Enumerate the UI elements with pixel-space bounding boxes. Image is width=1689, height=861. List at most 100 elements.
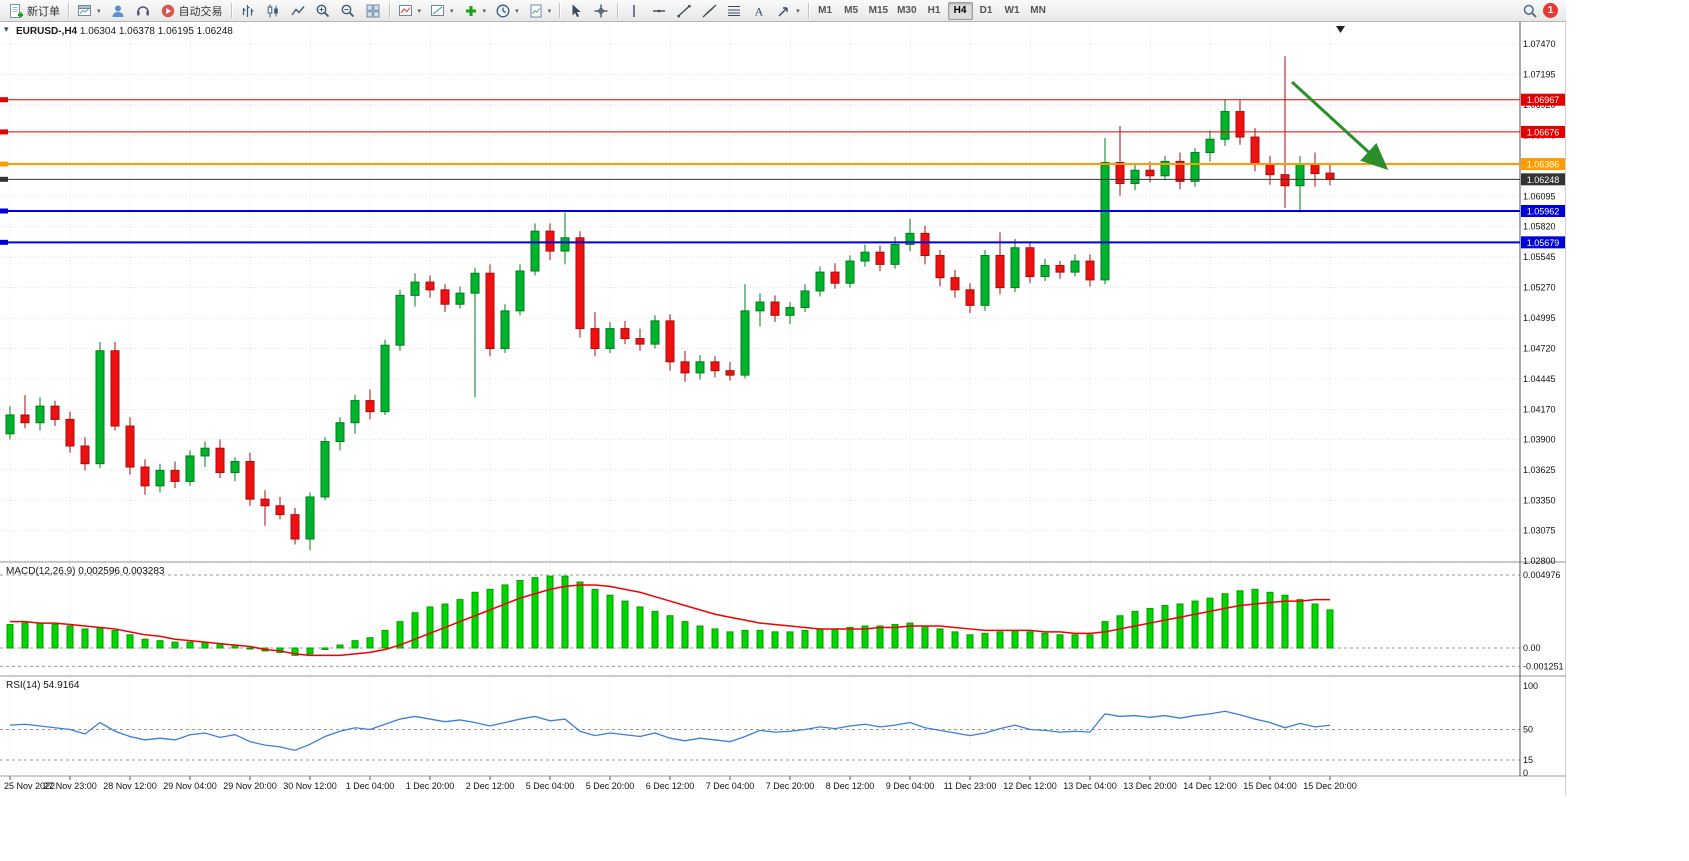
dropdown-caret-icon: ▾ <box>796 7 800 15</box>
timeframe-button-d1[interactable]: D1 <box>979 4 993 16</box>
bar-chart-button[interactable] <box>236 1 260 21</box>
timeframe-button-h1[interactable]: H1 <box>927 4 941 16</box>
timeframe-button-mn[interactable]: MN <box>1030 4 1046 16</box>
text-icon: A <box>751 3 767 19</box>
headset-icon <box>135 3 151 19</box>
bar-chart-icon <box>240 3 256 19</box>
objects-button[interactable]: ▾ <box>426 1 458 21</box>
horizontal-line-tool-button[interactable] <box>647 1 671 21</box>
indicators-button[interactable]: ▾ <box>394 1 426 21</box>
cursor-tool-button[interactable] <box>564 1 588 21</box>
vertical-line-tool-button[interactable] <box>622 1 646 21</box>
objects-icon <box>430 3 446 19</box>
svg-text:1.04170: 1.04170 <box>1523 404 1556 414</box>
candlestick-chart-button[interactable] <box>261 1 285 21</box>
svg-text:1.06676: 1.06676 <box>1527 127 1560 137</box>
svg-text:A: A <box>755 4 764 18</box>
new-chart-icon <box>77 3 93 19</box>
svg-text:1.06095: 1.06095 <box>1523 191 1556 201</box>
svg-text:15: 15 <box>1523 755 1533 765</box>
search-button[interactable] <box>1518 1 1542 21</box>
levels-layer[interactable] <box>0 97 1520 245</box>
time-axis-label: 30 Nov 12:00 <box>283 781 337 791</box>
horizontal-line-icon <box>651 3 667 19</box>
indicators-icon <box>398 3 414 19</box>
candlestick-chart-icon <box>265 3 281 19</box>
market-watch-button[interactable] <box>106 1 130 21</box>
annotation-layer[interactable] <box>1290 26 1389 171</box>
svg-text:1.04720: 1.04720 <box>1523 344 1556 354</box>
new-order-label: 新订单 <box>27 5 60 18</box>
template-icon <box>528 3 544 19</box>
time-axis-label: 13 Dec 20:00 <box>1123 781 1177 791</box>
market-watch-icon <box>110 3 126 19</box>
zoom-out-button[interactable] <box>336 1 360 21</box>
svg-text:1.05820: 1.05820 <box>1523 222 1556 232</box>
timeframes-menu-button[interactable]: ▾ <box>491 1 523 21</box>
time-axis-label: 6 Dec 12:00 <box>645 781 695 791</box>
add-indicator-button[interactable]: ▾ <box>459 1 491 21</box>
shapes-tool-button[interactable]: ▾ <box>772 1 804 21</box>
arrow-objects-icon <box>776 3 792 19</box>
timeframe-button-m15[interactable]: M15 <box>868 4 889 16</box>
toolbar-separator <box>68 3 69 18</box>
tile-windows-button[interactable] <box>361 1 385 21</box>
time-axis-label: 12 Dec 12:00 <box>1003 781 1057 791</box>
chart-window: 1.074701.071951.069201.066451.063701.060… <box>0 22 1566 795</box>
rsi-name: RSI(14) <box>6 680 41 691</box>
timeframe-button-w1[interactable]: W1 <box>1004 4 1020 16</box>
time-axis-label: 15 Dec 20:00 <box>1303 781 1357 791</box>
fibonacci-tool-button[interactable] <box>722 1 746 21</box>
time-axis-label: 7 Dec 20:00 <box>765 781 815 791</box>
macd-signal-value: 0.003283 <box>122 566 165 577</box>
svg-text:-0.001251: -0.001251 <box>1523 661 1564 671</box>
trendline-icon <box>676 3 692 19</box>
templates-button[interactable]: ▾ <box>524 1 556 21</box>
svg-text:1.06248: 1.06248 <box>1527 175 1560 185</box>
price-tags-layer: 1.06967 1.06676 1.06386 1.06248 1.05962 1.056… <box>1521 93 1565 249</box>
timeframe-button-m5[interactable]: M5 <box>844 4 859 16</box>
svg-text:1.05545: 1.05545 <box>1523 252 1556 262</box>
trendline-tool-button[interactable] <box>672 1 696 21</box>
new-chart-button[interactable]: ▾ <box>73 1 105 21</box>
one-click-trading-toggle-icon[interactable]: ▾ <box>4 24 9 34</box>
notification-badge[interactable]: 1 <box>1543 3 1558 18</box>
cursor-icon <box>568 3 584 19</box>
text-tool-button[interactable]: A <box>747 1 771 21</box>
price-chart-canvas[interactable]: 1.074701.071951.069201.066451.063701.060… <box>0 22 1566 795</box>
candles-layer <box>5 56 1335 551</box>
svg-text:50: 50 <box>1523 725 1533 735</box>
time-axis-label: 29 Nov 20:00 <box>223 781 277 791</box>
axis-labels-layer: 1.074701.071951.069201.066451.063701.060… <box>1523 39 1564 778</box>
timeframe-button-m1[interactable]: M1 <box>818 4 833 16</box>
algo-trading-button[interactable]: 自动交易 <box>156 1 227 21</box>
time-axis-label: 5 Dec 04:00 <box>525 781 575 791</box>
algo-trading-icon <box>160 3 176 19</box>
time-axis-label: 1 Dec 04:00 <box>345 781 395 791</box>
line-chart-button[interactable] <box>286 1 310 21</box>
macd-name: MACD(12,26,9) <box>6 566 76 577</box>
svg-text:1.02800: 1.02800 <box>1523 556 1556 566</box>
time-axis-label: 28 Nov 12:00 <box>103 781 157 791</box>
macd-indicator-label: MACD(12,26,9) 0.002596 0.003283 <box>6 566 164 577</box>
new-order-icon <box>8 3 24 19</box>
time-axis-label: 15 Dec 04:00 <box>1243 781 1297 791</box>
svg-text:1.03900: 1.03900 <box>1523 434 1556 444</box>
toolbox-button[interactable] <box>131 1 155 21</box>
time-axis-label: 7 Dec 04:00 <box>705 781 755 791</box>
zoom-in-button[interactable] <box>311 1 335 21</box>
time-axis[interactable]: 25 Nov 2022 27 Nov 23:00 28 Nov 12:00 29 No… <box>0 779 1566 795</box>
time-axis-label: 8 Dec 12:00 <box>825 781 875 791</box>
channel-tool-button[interactable] <box>697 1 721 21</box>
new-order-button[interactable]: 新订单 <box>4 1 64 21</box>
svg-text:1.05679: 1.05679 <box>1527 238 1560 248</box>
timeframe-button-h4[interactable]: H4 <box>947 1 973 20</box>
svg-text:0: 0 <box>1523 768 1528 778</box>
crosshair-tool-button[interactable] <box>589 1 613 21</box>
dropdown-caret-icon: ▾ <box>417 7 422 15</box>
time-axis-label: 13 Dec 04:00 <box>1063 781 1117 791</box>
line-chart-icon <box>290 3 306 19</box>
dropdown-caret-icon: ▾ <box>450 7 454 15</box>
timeframe-button-m30[interactable]: M30 <box>897 4 917 16</box>
time-axis-label: 27 Nov 23:00 <box>43 781 97 791</box>
